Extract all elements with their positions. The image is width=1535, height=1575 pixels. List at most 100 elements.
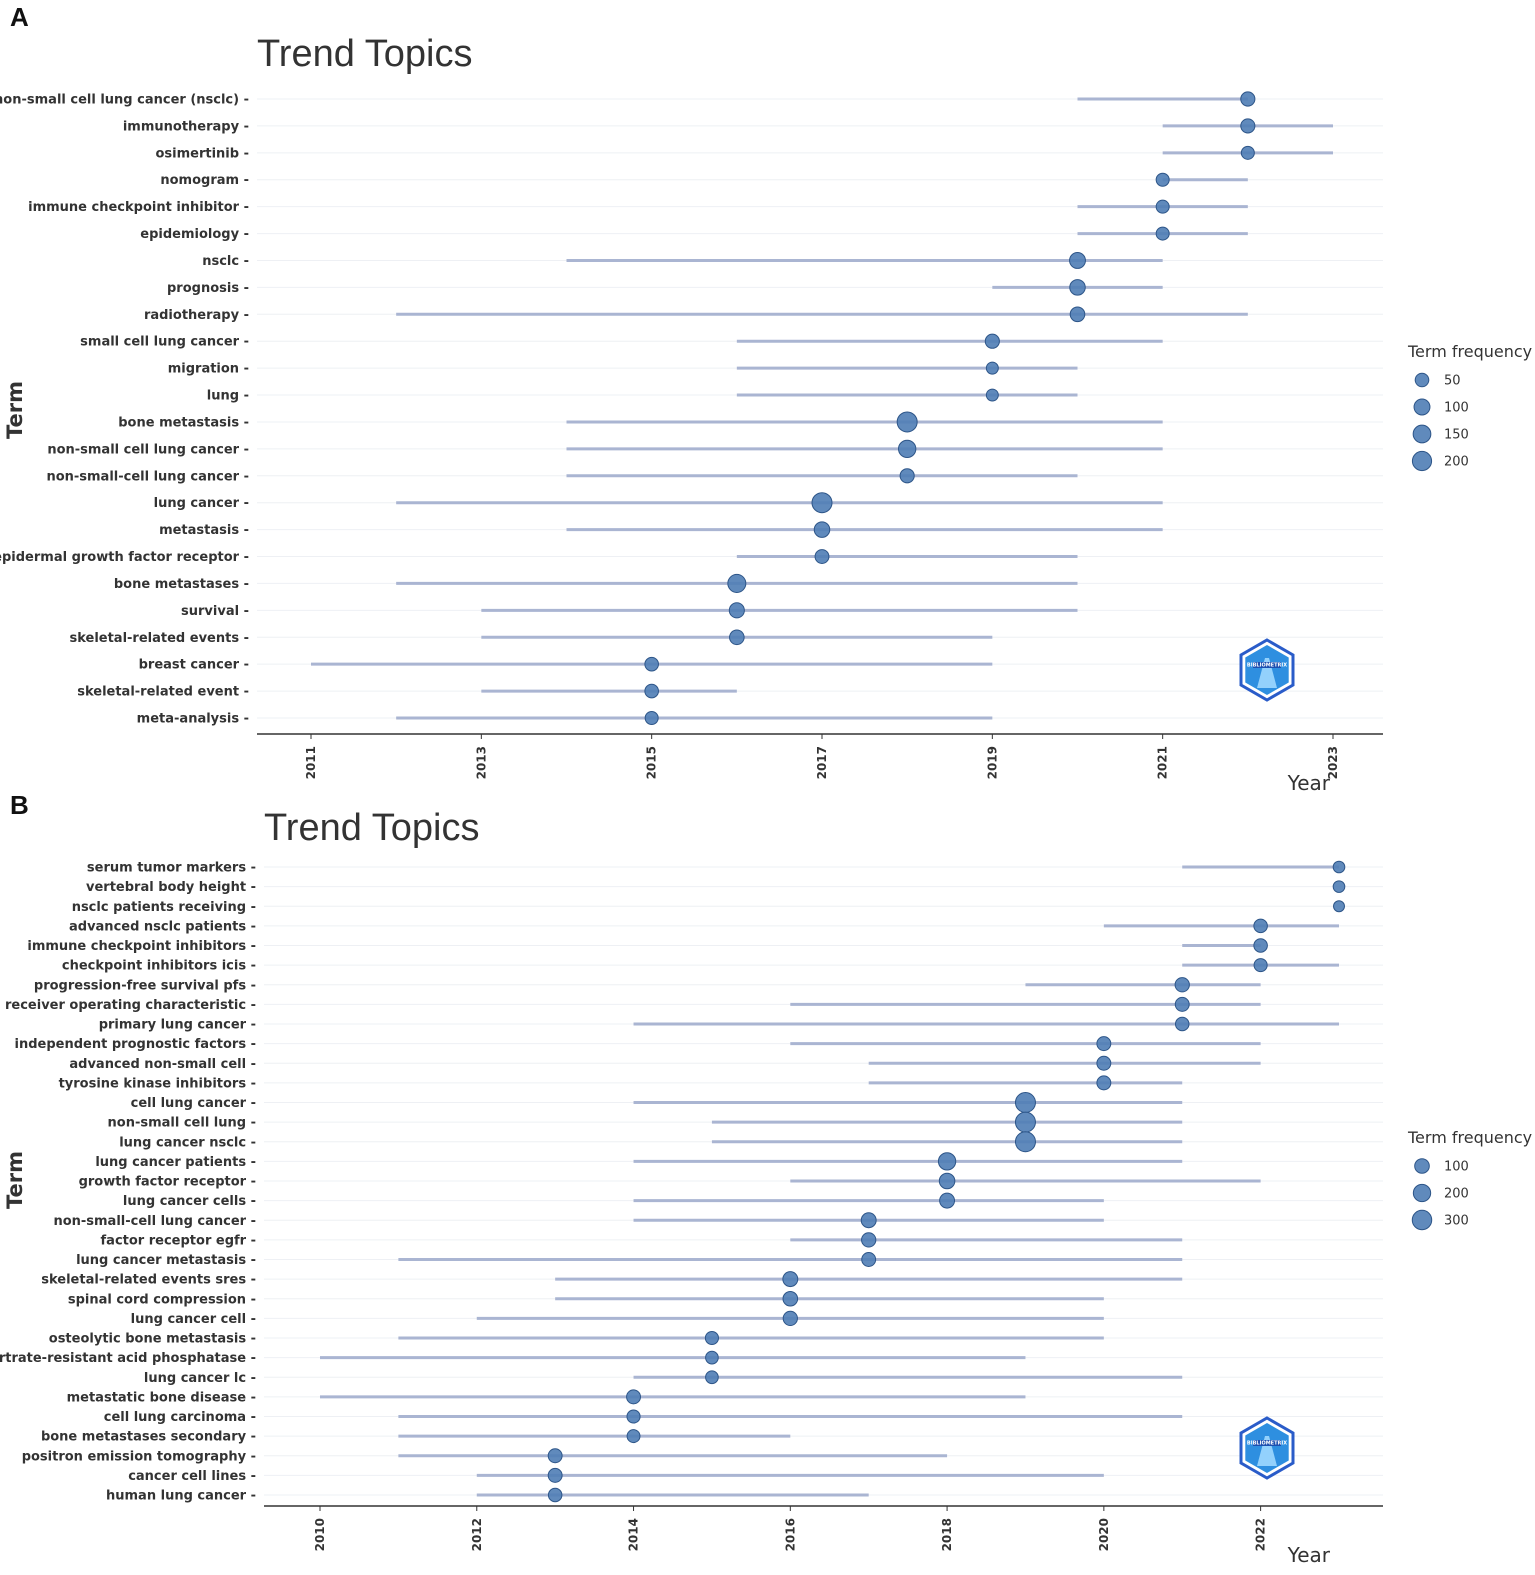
term-label: non-small-cell lung cancer - <box>53 1214 256 1229</box>
term-label: tyrosine kinase inhibitors - <box>59 1076 256 1091</box>
point-nsclc <box>1069 252 1086 269</box>
term-label: nomogram - <box>160 173 249 188</box>
term-label: human lung cancer - <box>106 1489 256 1504</box>
point-skeletal-related-events-sres <box>782 1271 799 1288</box>
x-tick-label: 2023 <box>1326 746 1340 779</box>
term-label: progression-free survival pfs - <box>34 978 256 993</box>
term-label: independent prognostic factors - <box>15 1037 256 1052</box>
point-cancer-cell-lines <box>547 1467 563 1483</box>
term-label: serum tumor markers - <box>87 861 256 876</box>
point-bone-metastasis <box>896 411 918 433</box>
legend-label: 150 <box>1444 428 1469 443</box>
logo-text: BIBLIOMETRIX <box>1247 1441 1287 1447</box>
point-small-cell-lung-cancer <box>984 333 1000 349</box>
point-progression-free-survival-pfs <box>1174 977 1190 993</box>
term-label: lung cancer lc - <box>144 1371 256 1386</box>
point-cell-lung-carcinoma <box>626 1409 641 1424</box>
x-tick-label: 2021 <box>1156 746 1170 779</box>
x-tick-label: 2020 <box>1097 1518 1111 1551</box>
term-label: non-small cell lung - <box>108 1116 256 1131</box>
point-meta-analysis <box>644 710 659 726</box>
point-radiotherapy <box>1069 306 1086 323</box>
x-tick-label: 2022 <box>1254 1518 1268 1551</box>
term-label: immune checkpoint inhibitor - <box>28 200 249 215</box>
point-metastatic-bone-disease <box>626 1389 641 1405</box>
point-growth-factor-receptor <box>938 1172 956 1190</box>
point-migration <box>985 361 999 375</box>
point-checkpoint-inhibitors-icis <box>1253 958 1268 973</box>
term-label: osimertinib - <box>155 146 249 161</box>
legend-label: 50 <box>1444 374 1461 389</box>
point-advanced-non-small-cell <box>1096 1055 1112 1071</box>
legend-key <box>1412 424 1432 444</box>
term-label: bone metastases secondary - <box>41 1430 256 1445</box>
term-label: positron emission tomography - <box>22 1449 256 1464</box>
point-nsclc-patients-receiving <box>1333 900 1345 913</box>
term-label: non-small cell lung cancer - <box>47 442 249 457</box>
legend-key <box>1411 1209 1433 1231</box>
y-axis-title: Term <box>3 381 27 439</box>
term-label: growth factor receptor - <box>79 1175 256 1190</box>
chart-title: Trend Topics <box>264 807 479 849</box>
term-label: skeletal-related event - <box>77 685 249 700</box>
term-label: metastasis - <box>159 523 249 538</box>
point-lung-cancer-lc <box>705 1370 719 1385</box>
bibliometrix-logo-icon: BIBLIOMETRIX <box>1239 638 1295 702</box>
legend-label: 200 <box>1444 455 1469 470</box>
x-tick-label: 2016 <box>783 1518 797 1551</box>
term-label: lung cancer patients - <box>95 1155 256 1170</box>
term-label: epidermal growth factor receptor - <box>0 550 249 565</box>
point-lung-cancer-cells <box>939 1192 956 1209</box>
point-factor-receptor-egfr <box>861 1232 877 1248</box>
point-tyrosine-kinase-inhibitors <box>1096 1075 1112 1091</box>
term-label: nsclc patients receiving - <box>72 900 256 915</box>
term-label: bone metastases - <box>114 577 249 592</box>
term-label: primary lung cancer - <box>99 1018 256 1033</box>
point-non-small-cell-lung-cancer <box>897 439 917 459</box>
point-cell-lung-cancer <box>1014 1092 1036 1113</box>
point-epidemiology <box>1155 226 1170 241</box>
point-receiver-operating-characteristic <box>1174 996 1190 1012</box>
term-label: lung cancer cells - <box>123 1194 256 1209</box>
point-bone-metastases-secondary <box>626 1429 641 1444</box>
term-label: tartrate-resistant acid phosphatase - <box>0 1351 256 1366</box>
point-independent-prognostic-factors <box>1096 1036 1112 1052</box>
term-label: skeletal-related events - <box>69 631 249 646</box>
legend-label: 100 <box>1444 401 1469 416</box>
term-label: lung cancer cell - <box>131 1312 256 1327</box>
point-breast-cancer <box>644 656 659 672</box>
point-non-small-cell-lung <box>1014 1111 1036 1133</box>
term-label: survival - <box>181 604 249 619</box>
point-lung-cancer-patients <box>937 1152 957 1171</box>
point-osimertinib <box>1240 145 1255 160</box>
legend-title: Term frequency <box>1407 1128 1532 1147</box>
term-label: nsclc - <box>202 254 249 269</box>
logo-tower <box>1257 658 1277 688</box>
term-label: checkpoint inhibitors icis - <box>62 959 256 974</box>
point-osteolytic-bone-metastasis <box>704 1330 719 1346</box>
term-label: meta-analysis - <box>137 712 249 727</box>
term-label: epidemiology - <box>140 227 249 242</box>
term-label: breast cancer - <box>139 658 249 673</box>
term-label: prognosis - <box>167 281 249 296</box>
term-label: cancer cell lines - <box>128 1469 256 1484</box>
term-label: immunotherapy - <box>123 119 249 134</box>
legend-label: 200 <box>1444 1187 1469 1202</box>
point-metastasis <box>813 521 831 538</box>
point-human-lung-cancer <box>547 1487 563 1503</box>
legend-label: 300 <box>1444 1214 1469 1229</box>
point-serum-tumor-markers <box>1332 860 1346 874</box>
legend-key <box>1414 372 1430 388</box>
x-tick-label: 2017 <box>815 746 829 779</box>
legend-key <box>1411 450 1433 472</box>
panel-a-letter: A <box>10 2 29 32</box>
term-label: lung cancer - <box>154 496 249 511</box>
chart-title: Trend Topics <box>257 33 472 75</box>
term-label: immune checkpoint inhibitors - <box>27 939 256 954</box>
point-vertebral-body-height <box>1332 880 1346 893</box>
x-tick-label: 2010 <box>313 1518 327 1551</box>
term-label: metastatic bone disease - <box>67 1390 256 1405</box>
x-tick-label: 2014 <box>627 1518 641 1551</box>
point-skeletal-related-event <box>644 683 659 699</box>
